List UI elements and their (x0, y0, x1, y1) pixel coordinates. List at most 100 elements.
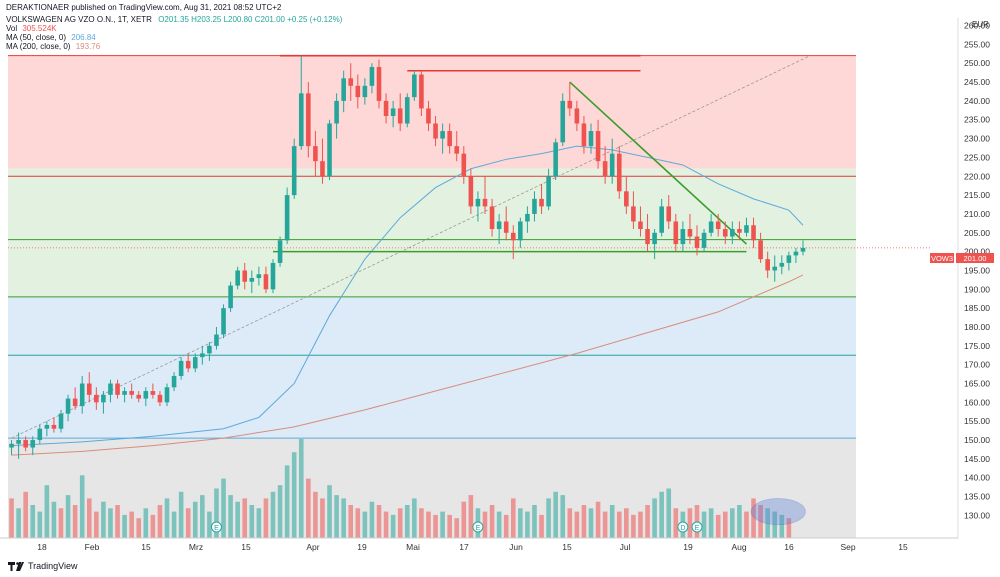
volume-bar (298, 439, 304, 538)
volume-bar (602, 511, 608, 538)
volume-bar (185, 508, 191, 538)
candle (334, 93, 339, 139)
price-tag: VOW3 201.00 (930, 253, 994, 263)
volume-bar (772, 511, 778, 538)
candle-body (539, 198, 544, 207)
candle (150, 383, 156, 399)
volume-bar (433, 514, 438, 538)
volume-bar (192, 501, 198, 538)
time-tick-label: 15 (141, 542, 151, 552)
volume-bar (157, 505, 163, 538)
volume-bar (256, 508, 262, 538)
volume-bar (624, 508, 629, 538)
price-tick-label: 170.00 (964, 360, 990, 370)
candle (779, 255, 785, 275)
volume-bar (440, 511, 445, 538)
volume-bar (94, 511, 99, 538)
volume-bar (503, 514, 509, 538)
candle-body (37, 428, 43, 441)
candle-body (482, 198, 488, 207)
candle-body (129, 391, 134, 395)
price-tick-label: 155.00 (964, 416, 990, 426)
candle (157, 391, 163, 407)
candle (207, 342, 212, 361)
volume-bar (765, 508, 770, 538)
volume-bar (178, 491, 184, 538)
volume-bar (44, 485, 50, 538)
volume-bar (482, 511, 488, 538)
candle-body (779, 262, 785, 267)
candle-body (793, 251, 799, 256)
candle (539, 183, 544, 214)
candle-body (546, 176, 551, 207)
candle (638, 206, 643, 237)
candle (680, 221, 686, 252)
volume-bar (249, 505, 255, 538)
candle (235, 266, 240, 290)
candle (518, 217, 523, 248)
event-marker-label: E (214, 525, 219, 532)
volume-bar (115, 505, 120, 538)
volume-legend[interactable]: Vol 305.524K (6, 24, 342, 33)
zone-band-0 (8, 55, 856, 169)
candle (659, 198, 664, 237)
ma200-legend[interactable]: MA (200, close, 0) 193.76 (6, 42, 342, 51)
volume-bar (58, 508, 64, 538)
candle (200, 345, 205, 365)
time-tick-label: 15 (898, 542, 908, 552)
candle (164, 383, 170, 407)
candle (376, 59, 382, 109)
event-marker-label: E (695, 525, 700, 532)
tradingview-logo[interactable]: TradingView (8, 561, 78, 571)
price-tick-label: 250.00 (964, 58, 990, 68)
candle-body (730, 229, 735, 237)
candle (673, 213, 679, 252)
candle (44, 421, 50, 437)
volume-bar (65, 495, 71, 538)
volume-bar (751, 498, 756, 538)
volume-bar (143, 508, 149, 538)
candle (178, 357, 184, 380)
volume-bar (313, 491, 318, 538)
time-tick-label: Aug (731, 542, 746, 552)
candle-body (412, 74, 417, 98)
volume-bar (722, 511, 728, 538)
volume-bar (320, 498, 325, 538)
candle-body (200, 353, 205, 358)
candle-body (263, 274, 269, 290)
candle-body (306, 93, 311, 147)
volume-bar (652, 498, 657, 538)
candle-body (327, 123, 332, 177)
ohlc-values: O201.35 H203.25 L200.80 C201.00 +0.25 (+… (158, 15, 343, 24)
candle (433, 115, 438, 147)
candle-body (518, 221, 523, 241)
candle (37, 424, 43, 444)
candle (108, 379, 113, 403)
volume-bar (645, 505, 650, 538)
candle (468, 168, 474, 214)
time-tick-label: 18 (37, 542, 47, 552)
price-tag-symbol: VOW3 (931, 254, 953, 263)
volume-bar (404, 505, 410, 538)
candle-body (334, 100, 339, 124)
candle-body (341, 78, 346, 101)
candle-body (694, 236, 700, 248)
candle-body (419, 74, 424, 109)
volume-bar (581, 505, 587, 538)
ma50-legend[interactable]: MA (50, close, 0) 206.84 (6, 33, 342, 42)
candle (786, 251, 792, 271)
candle-body (58, 413, 64, 429)
symbol-name[interactable]: VOLKSWAGEN AG VZO O.N., 1T, XETR (6, 15, 152, 24)
candle-body (9, 443, 14, 448)
tradingview-brand: TradingView (28, 561, 78, 571)
candle-body (30, 440, 36, 448)
candle (341, 70, 346, 113)
candle (489, 198, 495, 237)
candle-body (581, 123, 587, 147)
candle (447, 123, 452, 154)
candle (532, 191, 537, 222)
time-tick-label: Mrz (189, 542, 203, 552)
candle (192, 353, 198, 373)
